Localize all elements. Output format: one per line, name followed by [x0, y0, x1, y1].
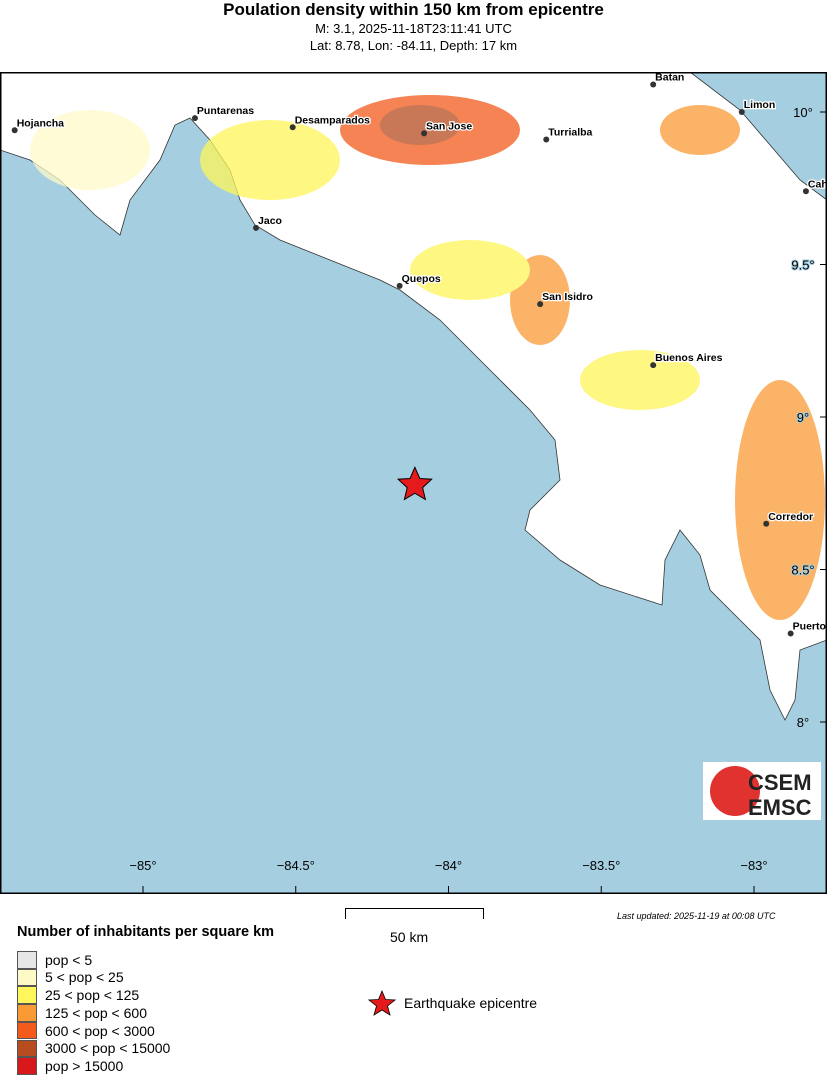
legend-item: 3000 < pop < 15000 — [17, 1039, 171, 1057]
population-density-layer — [30, 95, 825, 620]
legend-item: pop < 5 — [17, 951, 92, 969]
legend-swatch — [17, 968, 37, 987]
scale-label: 50 km — [390, 929, 429, 945]
lat-tick-label: 10° — [793, 105, 813, 120]
event-location: Lat: 8.78, Lon: -84.11, Depth: 17 km — [309, 38, 518, 53]
legend-label: pop > 15000 — [45, 1057, 124, 1074]
scale-bar — [345, 908, 484, 919]
legend-label: 125 < pop < 600 — [45, 1004, 147, 1021]
city-label: Hojancha — [17, 117, 64, 129]
city-marker[interactable]: Quepos — [396, 272, 442, 289]
logo-text-emsc: EMSC — [748, 795, 812, 820]
city-label: Corredor — [768, 511, 813, 523]
legend-item: 5 < pop < 25 — [17, 968, 124, 987]
city-marker[interactable]: Puntarenas — [191, 104, 256, 122]
legend-swatch — [17, 1057, 37, 1075]
city-label: Jaco — [258, 215, 282, 227]
legend-label: 5 < pop < 25 — [45, 969, 124, 986]
lon-tick-label: −84° — [435, 858, 462, 873]
city-label: Puerto — [793, 621, 826, 633]
lat-tick-label: 8.5° — [791, 563, 814, 578]
population-map[interactable]: CSEM EMSC −85° −84.5° −84° −83.5° −83° 10° 9.5… — [0, 72, 827, 894]
city-marker[interactable]: Turrialba — [543, 125, 594, 143]
city-marker[interactable]: San Jose — [421, 119, 474, 137]
legend-label: 25 < pop < 125 — [45, 987, 140, 1004]
legend-swatch — [17, 1021, 37, 1040]
land — [0, 72, 827, 721]
city-label: Puntarenas — [197, 105, 254, 117]
city-marker[interactable]: San Isidro — [537, 290, 594, 308]
legend-label: 600 < pop < 3000 — [45, 1022, 155, 1039]
city-label: Turrialba — [548, 126, 592, 138]
city-marker[interactable]: Desamparados — [289, 113, 371, 131]
lon-tick-label: −84.5° — [277, 858, 315, 873]
city-label: Limon — [744, 99, 776, 111]
city-marker[interactable]: Puerto — [787, 619, 827, 637]
epicentre-legend: Earthquake epicentre — [368, 990, 537, 1016]
city-marker[interactable]: Batan — [650, 72, 686, 88]
lon-tick-label: −85° — [129, 858, 156, 873]
epicentre-legend-label: Earthquake epicentre — [404, 995, 538, 1011]
lat-tick-label: 9.5° — [791, 258, 814, 273]
logo-text-csem: CSEM — [748, 770, 812, 795]
legend-label: pop < 5 — [45, 951, 93, 968]
legend-item: 600 < pop < 3000 — [17, 1021, 155, 1040]
legend-item: 125 < pop < 600 — [17, 1004, 147, 1022]
legend-swatch — [17, 951, 37, 969]
city-marker[interactable]: Limon — [738, 98, 777, 115]
legend-item: 25 < pop < 125 — [17, 986, 139, 1004]
city-label: Quepos — [402, 273, 441, 285]
emsc-logo: CSEM EMSC — [703, 762, 821, 820]
legend-label: 3000 < pop < 15000 — [45, 1040, 171, 1057]
city-label: Buenos Aires — [655, 352, 722, 364]
lon-tick-label: −83.5° — [582, 858, 620, 873]
city-label: San Isidro — [542, 291, 593, 303]
city-marker[interactable]: Corredor — [763, 510, 814, 527]
event-info: M: 3.1, 2025-11-18T23:11:41 UTC — [315, 21, 512, 36]
city-label: San Jose — [426, 120, 472, 132]
legend-swatch — [17, 1004, 37, 1022]
city-marker[interactable]: Hojancha — [11, 116, 65, 134]
map-title: Poulation density within 150 km from epi… — [223, 0, 604, 19]
legend-swatch — [17, 1039, 37, 1057]
legend-title: Number of inhabitants per square km — [17, 924, 275, 940]
legend-item: pop > 15000 — [17, 1057, 123, 1075]
city-marker[interactable]: Cah — [802, 177, 827, 195]
epicentre-star — [396, 466, 433, 501]
city-label: Batan — [655, 72, 684, 84]
city-marker[interactable]: Buenos Aires — [650, 351, 724, 369]
lon-tick-label: −83° — [740, 858, 767, 873]
city-marker[interactable]: Jaco — [253, 214, 283, 231]
legend-swatch — [17, 986, 37, 1004]
city-label: Desamparados — [295, 114, 370, 126]
lat-tick-label: 9° — [797, 410, 809, 425]
city-label: Cah — [808, 178, 827, 190]
star-icon — [368, 990, 396, 1016]
last-updated: Last updated: 2025-11-19 at 00:08 UTC — [617, 911, 776, 921]
lat-tick-label: 8° — [797, 715, 809, 730]
